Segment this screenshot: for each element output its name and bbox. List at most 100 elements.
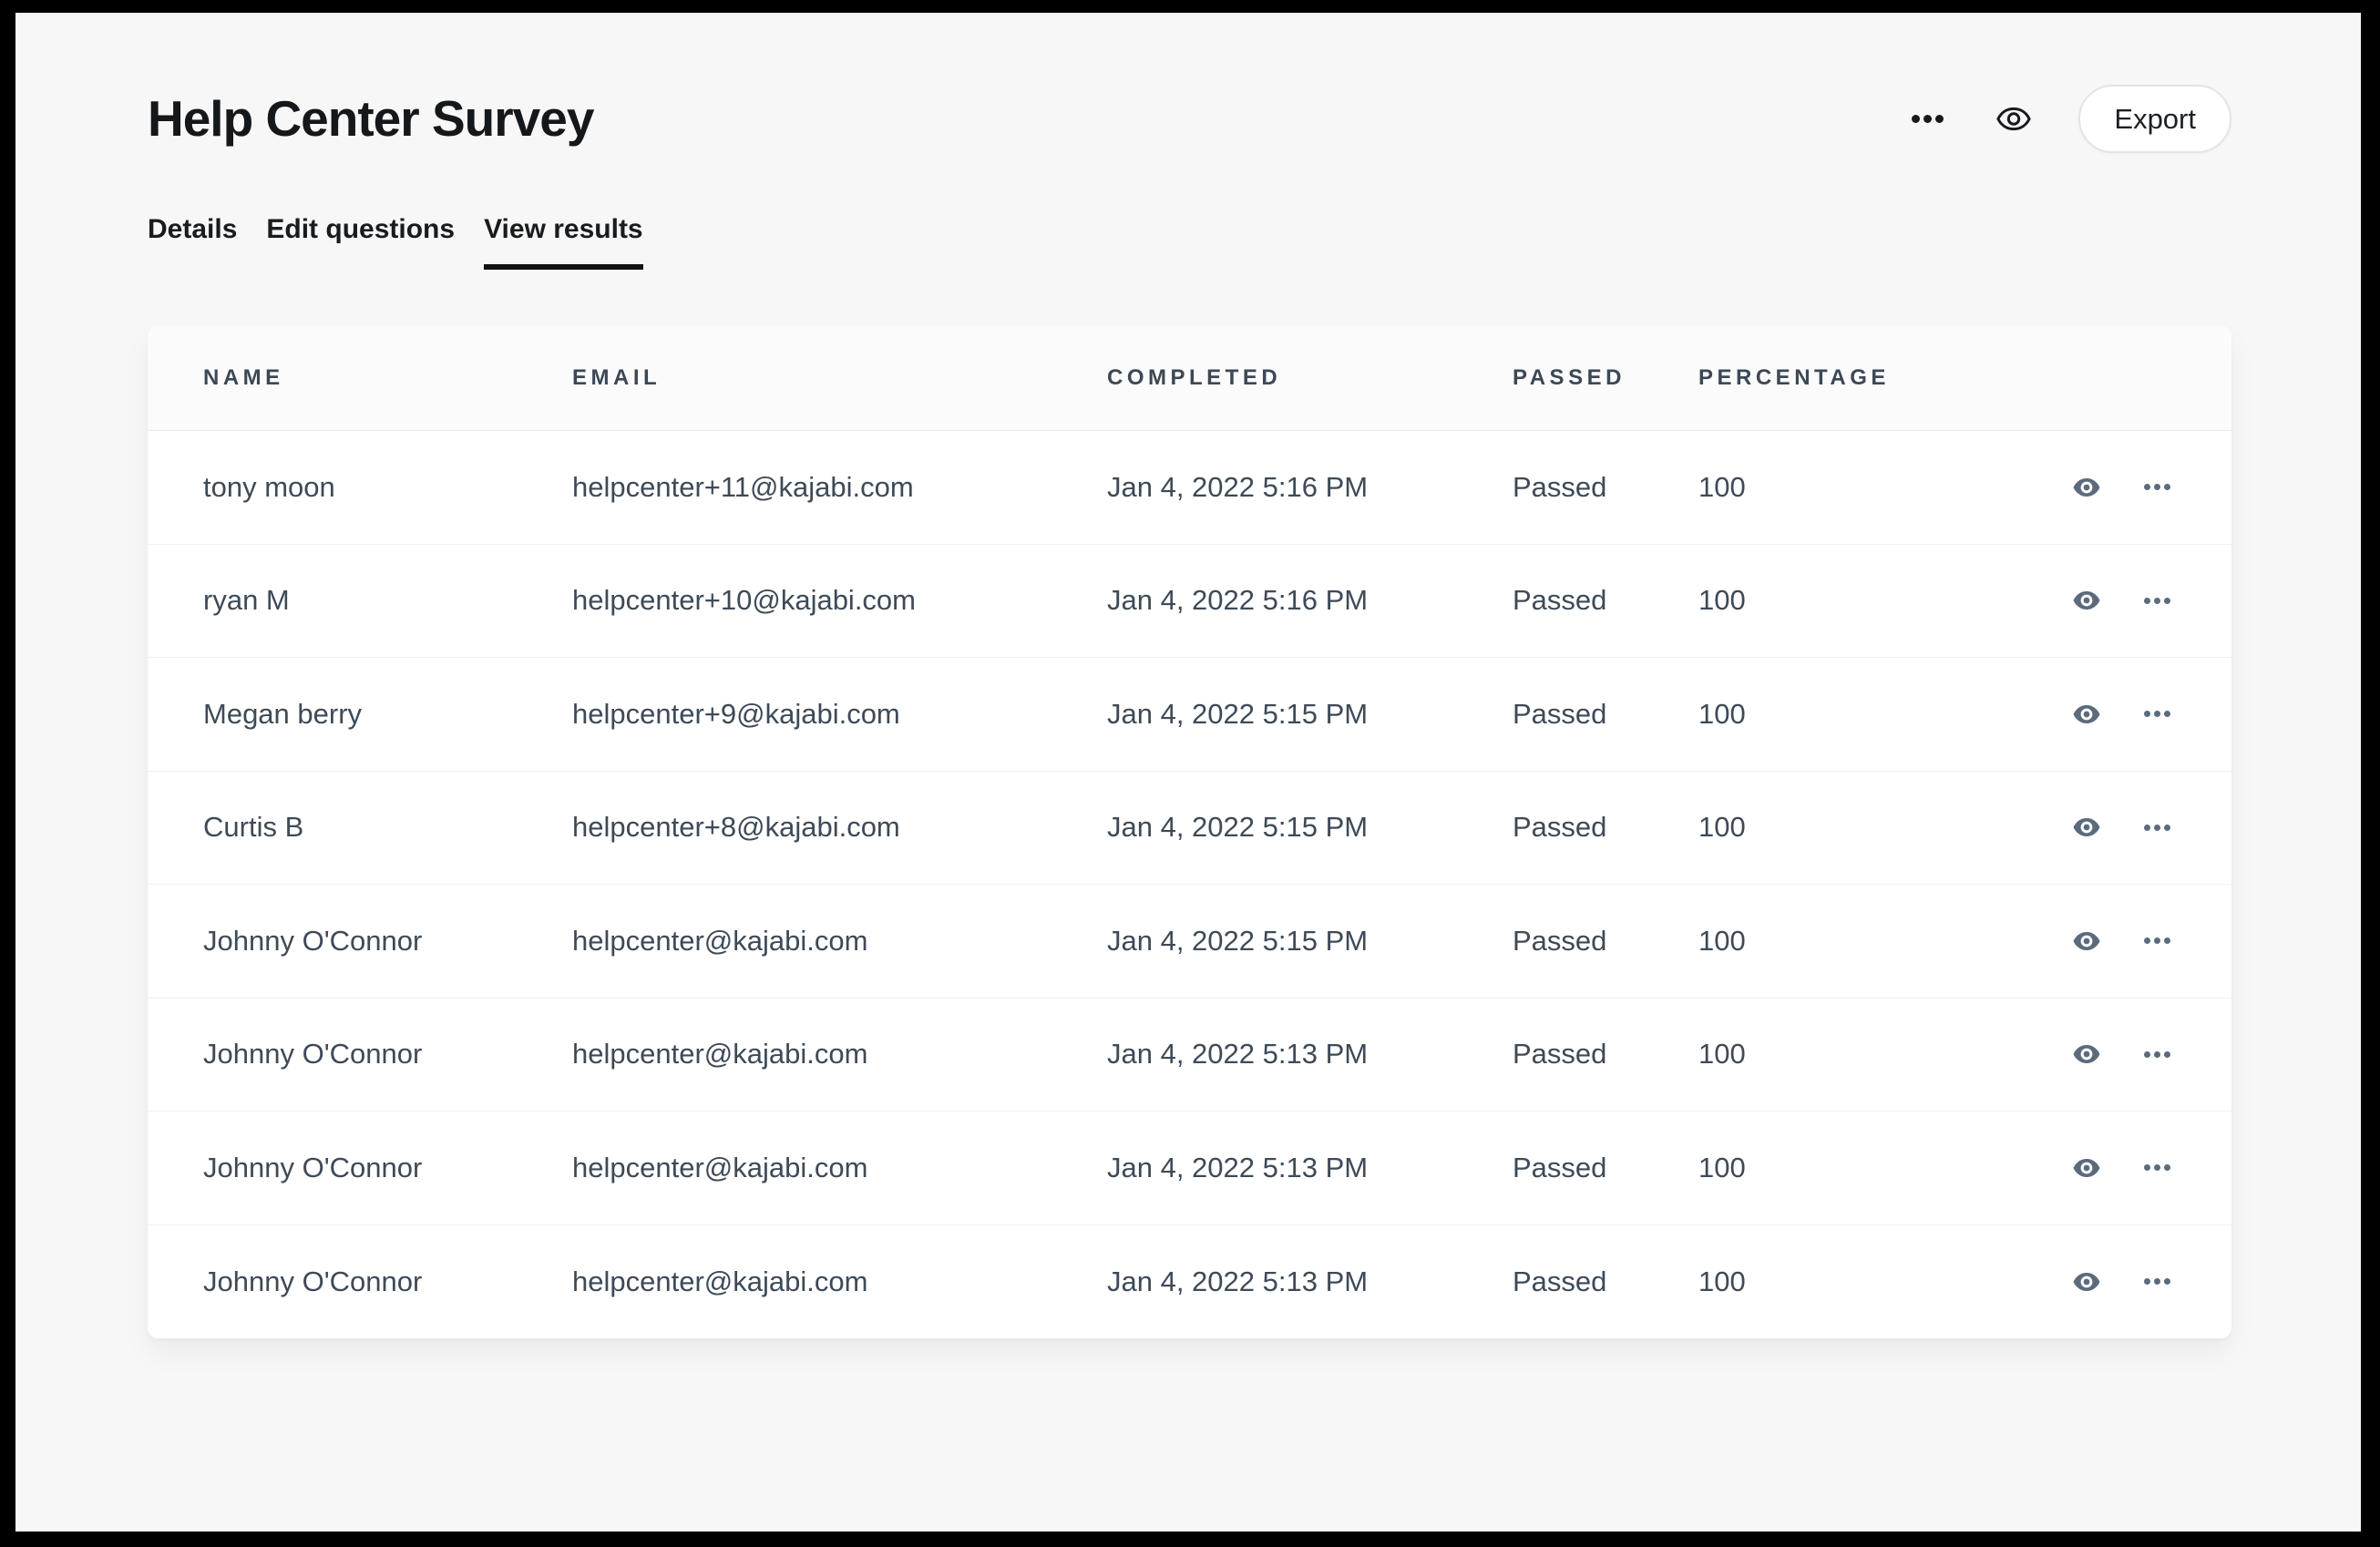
column-header-percentage: PERCENTAGE — [1698, 364, 1890, 390]
eye-icon — [2073, 818, 2100, 837]
row-actions — [1913, 1155, 2176, 1181]
cell-percentage: 100 — [1698, 1151, 1746, 1183]
header-controls: Export — [1906, 85, 2231, 153]
eye-icon — [1996, 107, 2032, 131]
cell-name: ryan M — [203, 584, 290, 617]
column-header-passed: PASSED — [1513, 364, 1626, 390]
results-table-card: NAME EMAIL COMPLETED PASSED PERCENTAGE tony … — [148, 325, 2231, 1338]
cell-completed: Jan 4, 2022 5:16 PM — [1107, 584, 1369, 617]
row-actions — [1913, 1269, 2176, 1295]
more-options-button[interactable] — [1906, 109, 1949, 128]
cell-name: Johnny O'Connor — [203, 1038, 423, 1071]
table-body: tony moon helpcenter+11@kajabi.com Jan 4, … — [148, 431, 2231, 1338]
row-more-options-button[interactable] — [2140, 707, 2174, 721]
cell-passed: Passed — [1513, 1151, 1607, 1183]
cell-name: tony moon — [203, 470, 335, 503]
column-header-email: EMAIL — [572, 364, 662, 390]
table-row[interactable]: Curtis B helpcenter+8@kajabi.com Jan 4, 20… — [148, 771, 2231, 885]
table-row[interactable]: Johnny O'Connor helpcenter@kajabi.com Jan … — [148, 885, 2231, 999]
export-button[interactable]: Export — [2078, 85, 2231, 153]
row-more-options-button[interactable] — [2140, 821, 2174, 835]
table-header-row: NAME EMAIL COMPLETED PASSED PERCENTAGE — [148, 325, 2231, 431]
ellipsis-icon — [2144, 597, 2150, 604]
view-result-button[interactable] — [2069, 702, 2104, 727]
content-area: Help Center Survey Export Details Edit q… — [148, 85, 2231, 1338]
cell-percentage: 100 — [1698, 924, 1746, 957]
cell-passed: Passed — [1513, 584, 1607, 617]
cell-completed: Jan 4, 2022 5:13 PM — [1107, 1151, 1369, 1183]
row-more-options-button[interactable] — [2140, 934, 2174, 948]
cell-passed: Passed — [1513, 924, 1607, 957]
cell-percentage: 100 — [1698, 470, 1746, 503]
cell-email: helpcenter@kajabi.com — [572, 1151, 868, 1183]
page: Help Center Survey Export Details Edit q… — [15, 13, 2361, 1532]
column-header-completed: COMPLETED — [1107, 364, 1282, 390]
ellipsis-icon — [1912, 115, 1921, 123]
ellipsis-icon — [2144, 1278, 2150, 1286]
eye-icon — [2073, 704, 2100, 723]
page-title: Help Center Survey — [148, 90, 594, 147]
view-result-button[interactable] — [2069, 1269, 2104, 1295]
table-row[interactable]: ryan M helpcenter+10@kajabi.com Jan 4, 202… — [148, 544, 2231, 658]
cell-completed: Jan 4, 2022 5:16 PM — [1107, 470, 1369, 503]
row-more-options-button[interactable] — [2140, 594, 2174, 608]
ellipsis-icon — [2144, 484, 2150, 491]
tab-view-results[interactable]: View results — [484, 213, 643, 270]
cell-completed: Jan 4, 2022 5:13 PM — [1107, 1265, 1369, 1297]
cell-completed: Jan 4, 2022 5:13 PM — [1107, 1038, 1369, 1071]
row-more-options-button[interactable] — [2140, 1048, 2174, 1061]
row-actions — [1913, 588, 2176, 613]
table-row[interactable]: tony moon helpcenter+11@kajabi.com Jan 4, … — [148, 431, 2231, 545]
cell-email: helpcenter@kajabi.com — [572, 1038, 868, 1071]
cell-passed: Passed — [1513, 697, 1607, 730]
row-actions — [1913, 1041, 2176, 1067]
ellipsis-icon — [2144, 1050, 2150, 1058]
eye-icon — [2073, 477, 2100, 497]
row-more-options-button[interactable] — [2140, 1161, 2174, 1174]
column-header-name: NAME — [203, 364, 284, 390]
cell-email: helpcenter+9@kajabi.com — [572, 697, 900, 730]
eye-icon — [2073, 1272, 2100, 1291]
cell-name: Curtis B — [203, 811, 304, 844]
cell-percentage: 100 — [1698, 697, 1746, 730]
view-result-button[interactable] — [2069, 588, 2104, 613]
cell-email: helpcenter+10@kajabi.com — [572, 584, 916, 617]
table-row[interactable]: Johnny O'Connor helpcenter@kajabi.com Jan … — [148, 998, 2231, 1112]
cell-passed: Passed — [1513, 1038, 1607, 1071]
row-actions — [1913, 475, 2176, 500]
cell-passed: Passed — [1513, 470, 1607, 503]
cell-completed: Jan 4, 2022 5:15 PM — [1107, 924, 1369, 957]
eye-icon — [2073, 1158, 2100, 1177]
table-row[interactable]: Johnny O'Connor helpcenter@kajabi.com Jan … — [148, 1112, 2231, 1225]
cell-percentage: 100 — [1698, 584, 1746, 617]
eye-icon — [2073, 1045, 2100, 1064]
eye-icon — [2073, 591, 2100, 610]
ellipsis-icon — [2144, 711, 2150, 718]
table-row[interactable]: Megan berry helpcenter+9@kajabi.com Jan 4,… — [148, 658, 2231, 772]
preview-button[interactable] — [1991, 101, 2036, 137]
row-more-options-button[interactable] — [2140, 480, 2174, 494]
cell-name: Megan berry — [203, 697, 363, 730]
cell-email: helpcenter+8@kajabi.com — [572, 811, 900, 844]
cell-name: Johnny O'Connor — [203, 924, 423, 957]
ellipsis-icon — [2144, 1164, 2150, 1172]
cell-percentage: 100 — [1698, 811, 1746, 844]
cell-email: helpcenter+11@kajabi.com — [572, 470, 914, 503]
cell-completed: Jan 4, 2022 5:15 PM — [1107, 811, 1369, 844]
view-result-button[interactable] — [2069, 1155, 2104, 1181]
cell-passed: Passed — [1513, 1265, 1607, 1297]
cell-percentage: 100 — [1698, 1265, 1746, 1297]
header-bar: Help Center Survey Export — [148, 85, 2231, 153]
ellipsis-icon — [2144, 824, 2150, 831]
view-result-button[interactable] — [2069, 814, 2104, 840]
tabs: Details Edit questions View results — [148, 213, 2231, 270]
view-result-button[interactable] — [2069, 928, 2104, 954]
view-result-button[interactable] — [2069, 1041, 2104, 1067]
cell-email: helpcenter@kajabi.com — [572, 924, 868, 957]
table-row[interactable]: Johnny O'Connor helpcenter@kajabi.com Jan … — [148, 1224, 2231, 1338]
cell-completed: Jan 4, 2022 5:15 PM — [1107, 697, 1369, 730]
row-more-options-button[interactable] — [2140, 1275, 2174, 1288]
tab-details[interactable]: Details — [148, 214, 238, 244]
view-result-button[interactable] — [2069, 475, 2104, 500]
tab-edit-questions[interactable]: Edit questions — [266, 214, 456, 244]
